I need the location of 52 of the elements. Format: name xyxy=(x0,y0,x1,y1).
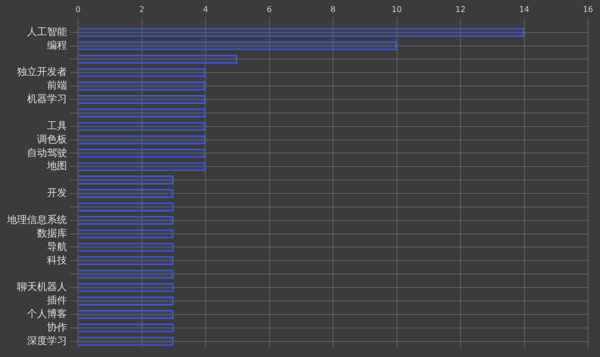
x-tick-label: 14 xyxy=(519,4,530,14)
bar xyxy=(78,108,206,118)
y-tick-label: 个人博客 xyxy=(27,308,67,320)
x-tick-label: 16 xyxy=(582,4,594,14)
x-tick-label: 10 xyxy=(392,4,402,14)
y-tick-label: 地图 xyxy=(46,160,67,172)
bar xyxy=(78,148,206,158)
y-tick-label: 深度学习 xyxy=(27,334,67,347)
bar xyxy=(78,336,174,346)
y-tick-label: 导航 xyxy=(47,240,67,253)
y-tick-label: 数据库 xyxy=(37,227,67,240)
bar xyxy=(78,296,174,306)
bar xyxy=(78,270,174,279)
bar xyxy=(78,68,206,78)
x-tick-label: 8 xyxy=(330,4,336,14)
x-tick-label: 2 xyxy=(139,4,144,14)
bar xyxy=(78,122,206,131)
y-tick-label: 自动驾驶 xyxy=(27,146,67,159)
bar xyxy=(78,216,174,225)
y-tick-label: 地理信息系统 xyxy=(6,214,67,226)
bar xyxy=(78,176,174,185)
bar xyxy=(78,323,174,332)
y-tick-label: 独立开发者 xyxy=(17,66,67,78)
x-tick-label: 6 xyxy=(266,4,272,14)
bar xyxy=(78,28,524,37)
bar xyxy=(78,242,174,252)
y-tick-label: 编程 xyxy=(47,39,67,52)
bar xyxy=(78,162,206,172)
y-tick-label: 开发 xyxy=(47,188,67,200)
y-tick-label: 前端 xyxy=(47,80,67,92)
bar xyxy=(78,229,174,238)
bar xyxy=(78,283,174,292)
bar xyxy=(78,135,206,144)
bar xyxy=(78,41,397,50)
y-tick-label: 人工智能 xyxy=(27,26,67,38)
x-tick-label: 4 xyxy=(202,4,208,14)
x-tick-label: 12 xyxy=(455,4,466,14)
bar xyxy=(78,82,206,91)
y-tick-label: 聊天机器人 xyxy=(17,281,67,294)
bar xyxy=(78,310,174,319)
bar xyxy=(78,54,238,64)
y-tick-label: 工具 xyxy=(47,120,67,132)
y-tick-label: 科技 xyxy=(47,254,67,266)
bar xyxy=(78,256,174,266)
y-tick-label: 机器学习 xyxy=(27,93,67,106)
bar xyxy=(78,202,174,212)
bar xyxy=(78,188,174,198)
y-tick-label: 调色板 xyxy=(37,133,67,146)
bar xyxy=(78,94,206,104)
y-tick-label: 插件 xyxy=(47,294,67,307)
x-tick-label: 0 xyxy=(75,4,81,14)
y-tick-label: 协作 xyxy=(47,321,67,334)
